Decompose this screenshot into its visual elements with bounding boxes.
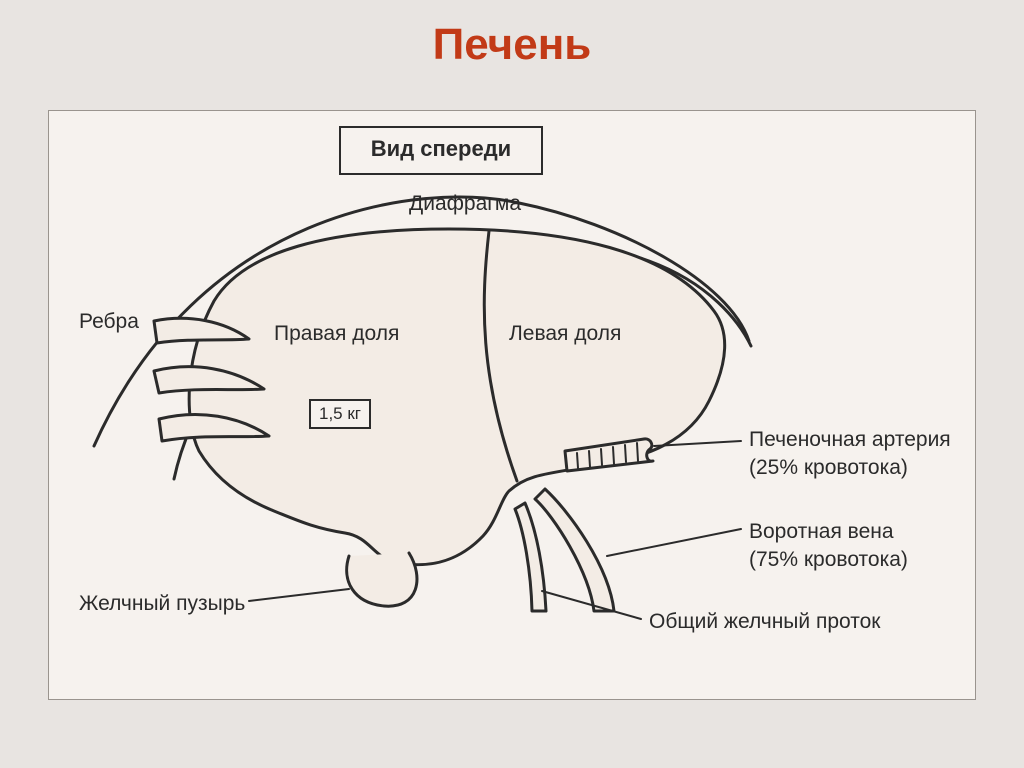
figure-frame: Вид спереди Диафрагма Ребра Правая доля …: [48, 110, 976, 700]
label-hepatic-artery-l1: Печеночная артерия: [749, 427, 951, 453]
liver-outline: [189, 229, 725, 565]
artery-stripe: [589, 451, 590, 467]
leader-gallbladder: [249, 589, 349, 601]
slide-page: Печень: [0, 0, 1024, 768]
label-portal-vein-l2: (75% кровотока): [749, 547, 908, 573]
subtitle-box: Вид спереди: [339, 126, 543, 175]
artery-stripe: [625, 445, 626, 462]
artery-stripe: [613, 447, 614, 464]
label-right-lobe: Правая доля: [274, 321, 399, 347]
artery-stripe: [601, 449, 602, 465]
label-diaphragm: Диафрагма: [409, 191, 521, 217]
bile-duct-shape: [515, 503, 546, 611]
label-left-lobe: Левая доля: [509, 321, 621, 347]
gallbladder-shape: [347, 553, 417, 606]
leader-portal-vein: [607, 529, 741, 556]
artery-stripe: [577, 453, 578, 468]
label-gallbladder: Желчный пузырь: [79, 591, 245, 617]
label-portal-vein-l1: Воротная вена: [749, 519, 894, 545]
page-title: Печень: [0, 20, 1024, 70]
artery-stripe: [637, 443, 638, 461]
label-hepatic-artery-l2: (25% кровотока): [749, 455, 908, 481]
label-ribs: Ребра: [79, 309, 139, 335]
label-weight: 1,5 кг: [309, 399, 371, 429]
label-bile-duct: Общий желчный проток: [649, 609, 880, 635]
